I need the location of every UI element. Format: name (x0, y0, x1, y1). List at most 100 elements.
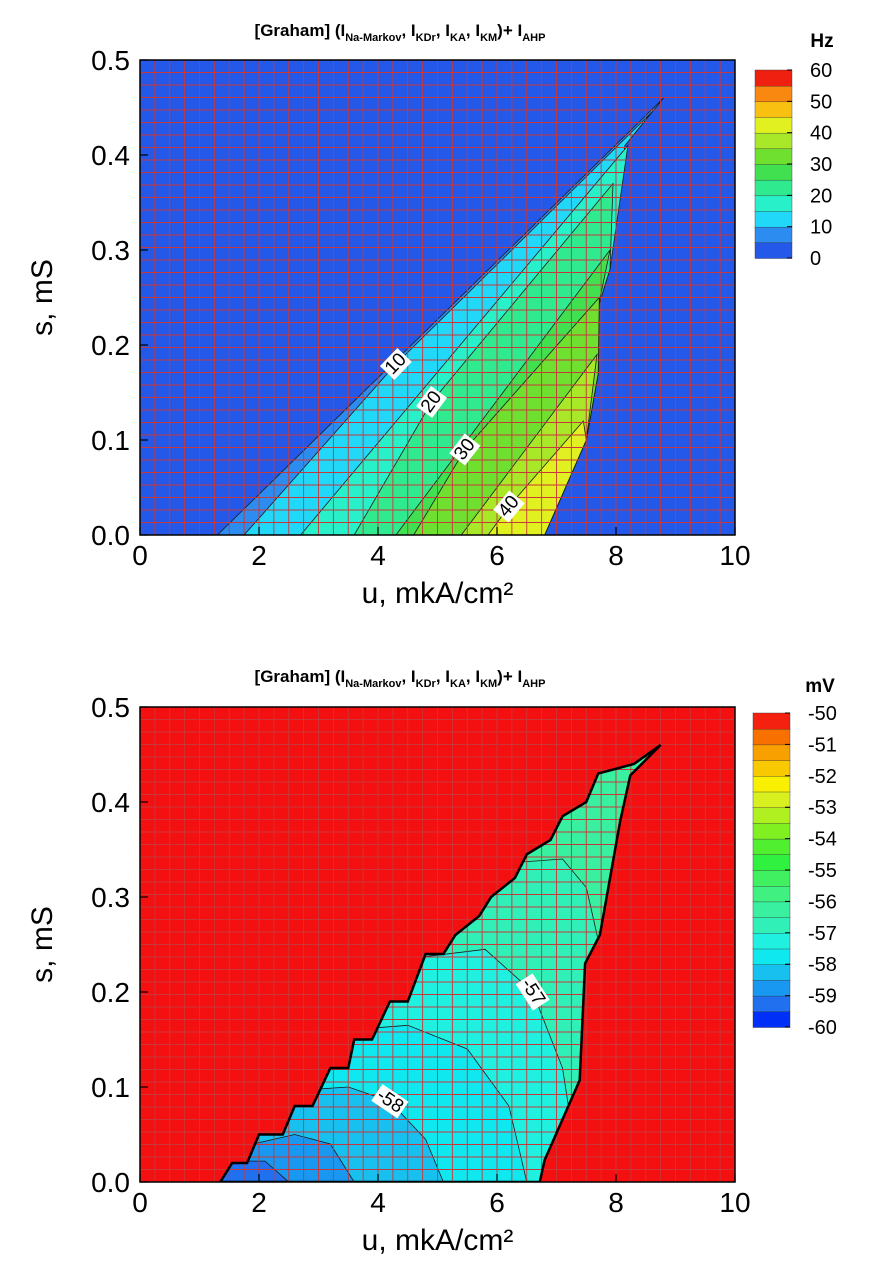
y-axis-label: s, mS (26, 906, 59, 983)
title-subscript: KA (450, 678, 466, 690)
plot-frame (139, 59, 736, 536)
title-part: , I (466, 667, 480, 686)
colorbar-band (752, 838, 791, 855)
colorbar-title: Hz (810, 31, 833, 52)
title-part: [Graham] (I (255, 667, 346, 686)
colorbar-tick-label: -50 (808, 703, 837, 725)
colorbar-band (752, 869, 791, 887)
colorbar-band (752, 964, 791, 981)
title-part: )+ I (497, 667, 522, 686)
title-part: )+ I (497, 21, 522, 40)
x-tick-label: 8 (608, 1187, 624, 1218)
title-subscript: Na-Markov (345, 678, 402, 690)
colorbar-band (754, 132, 793, 150)
contour-label-group: -57 (515, 973, 550, 1011)
colorbar-band (754, 101, 793, 118)
colorbar-band (754, 148, 793, 165)
colorbar-tick-label: -57 (808, 923, 837, 945)
plot-frame (139, 706, 736, 1183)
y-tick-label: 0.5 (91, 692, 130, 723)
colorbar-tick-label: -55 (808, 860, 837, 882)
colorbar-band (752, 901, 791, 918)
title-part: , I (436, 667, 450, 686)
colorbar-band (752, 932, 791, 950)
colorbar-tick-label: -58 (808, 954, 837, 976)
colorbar-tick-label: -53 (808, 797, 837, 819)
chart-title: [Graham] (INa-Markov, IKDr, IKA, IKM)+ I… (255, 667, 546, 690)
contour-label-bg (379, 348, 412, 380)
x-tick-label: 2 (251, 540, 267, 571)
title-subscript: AHP (522, 32, 545, 44)
colorbar-band (752, 1011, 791, 1028)
contour-label-bg (371, 1084, 409, 1119)
colorbar-band (752, 854, 791, 871)
y-tick-label: 0.4 (91, 787, 130, 818)
y-tick-label: 0.0 (91, 520, 130, 551)
x-tick-label: 6 (489, 1187, 505, 1218)
colorbar-tick-label: 60 (810, 60, 832, 82)
colorbar-band (754, 116, 793, 134)
title-part: , I (466, 21, 480, 40)
colorbar-title: mV (805, 676, 835, 697)
colorbar-tick-label: -60 (808, 1017, 837, 1039)
colorbar-tick-label: -56 (808, 891, 837, 913)
x-tick-label: 10 (719, 540, 750, 571)
title-subscript: AHP (522, 678, 545, 690)
colorbar-tick-label: 20 (810, 185, 832, 207)
title-subscript: KDr (416, 32, 437, 44)
title-subscript: KM (480, 678, 497, 690)
contour-label-bg (449, 433, 481, 466)
contour-band (220, 1160, 290, 1182)
contour-label-bg (416, 385, 448, 419)
title-part: [Graham] (I (255, 21, 346, 40)
colorbar-band (754, 163, 793, 181)
colorbar-band (752, 916, 791, 934)
colorbar-band (752, 807, 791, 824)
colorbar-band (752, 979, 791, 997)
title-subscript: KM (480, 32, 497, 44)
colorbar-tick-label: 40 (810, 123, 832, 145)
colorbar-band (754, 85, 793, 103)
contour-label-bg (493, 490, 525, 523)
title-subscript: KDr (416, 678, 437, 690)
x-tick-label: 4 (370, 540, 386, 571)
x-tick-label: 6 (489, 540, 505, 571)
colorbar-band (754, 195, 793, 212)
colorbar-band (752, 775, 791, 793)
colorbar-band (754, 210, 793, 228)
x-tick-label: 2 (251, 1187, 267, 1218)
contour-label-bg (515, 973, 550, 1011)
x-axis-label: u, mkA/cm² (362, 577, 514, 610)
colorbar-band (754, 226, 793, 244)
y-tick-label: 0.2 (91, 977, 130, 1008)
title-part: , I (436, 21, 450, 40)
y-tick-label: 0.0 (91, 1167, 130, 1198)
colorbar-band (752, 728, 791, 746)
colorbar-band (754, 242, 793, 259)
colorbar-band (752, 822, 791, 840)
x-tick-label: 8 (608, 540, 624, 571)
colorbar-band (752, 995, 791, 1012)
region-border (218, 743, 662, 1182)
title-subscript: Na-Markov (345, 32, 402, 44)
colorbar-band (752, 712, 791, 730)
y-tick-label: 0.1 (91, 1072, 130, 1103)
colorbar-tick-label: 30 (810, 154, 832, 176)
colorbar-band (752, 744, 791, 761)
colorbar-band (754, 69, 793, 87)
x-tick-label: 4 (370, 1187, 386, 1218)
colorbar-tick-label: -59 (808, 986, 837, 1008)
colorbar-band (752, 759, 791, 777)
x-tick-label: 0 (132, 1187, 148, 1218)
y-tick-label: 0.3 (91, 882, 130, 913)
plot-area (140, 60, 735, 535)
colorbar-tick-label: 10 (810, 217, 832, 239)
title-part: , I (401, 21, 415, 40)
x-axis-label: u, mkA/cm² (362, 1224, 514, 1257)
colorbar-tick-label: -51 (808, 734, 837, 756)
colorbar-band (752, 885, 791, 903)
colorbar-tick-label: 0 (810, 248, 821, 270)
y-tick-label: 0.1 (91, 425, 130, 456)
